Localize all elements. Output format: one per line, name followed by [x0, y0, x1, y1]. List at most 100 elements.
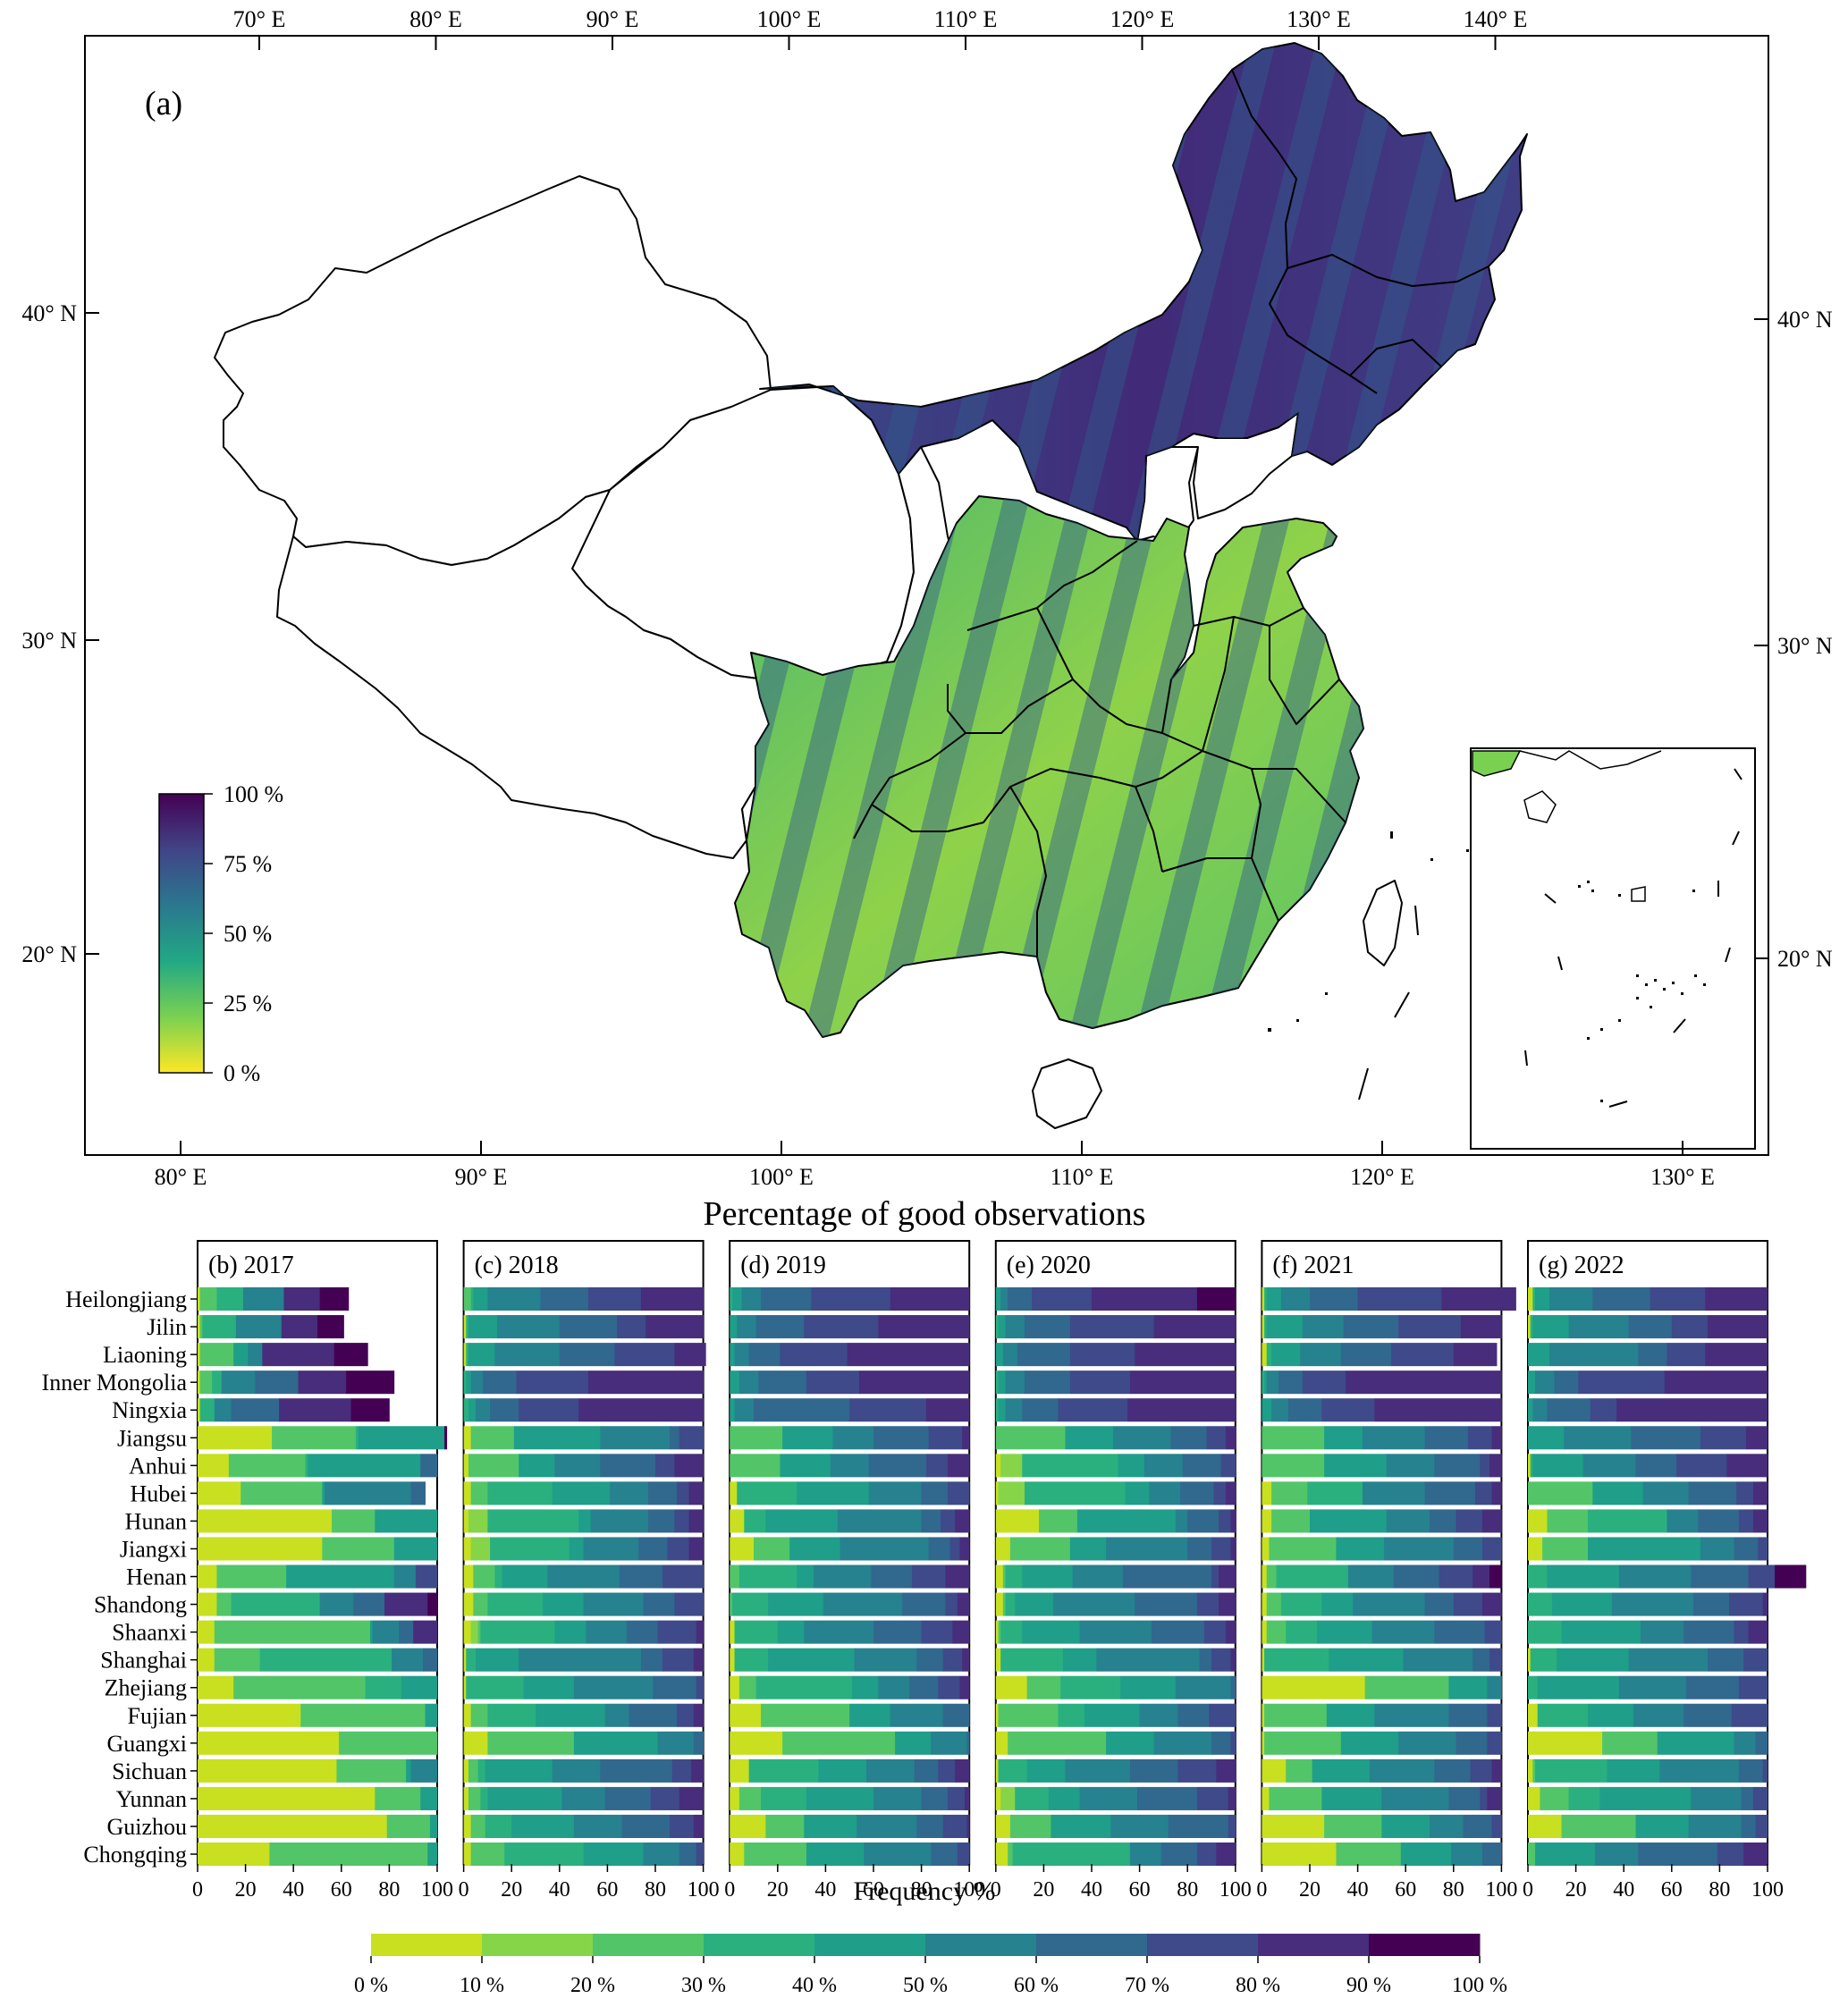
- bar-segment: [730, 1481, 738, 1505]
- bar-segment: [466, 1675, 524, 1699]
- bar-segment: [1472, 1564, 1490, 1589]
- bar-segment: [1705, 1287, 1768, 1311]
- bar-segment: [463, 1315, 467, 1339]
- bar-segment: [587, 1287, 642, 1311]
- bar-segment: [1762, 1758, 1768, 1783]
- bar-segment: [319, 1287, 350, 1311]
- bar-segment: [765, 1814, 805, 1838]
- bar-segment: [1324, 1454, 1388, 1478]
- bar-segment: [1528, 1370, 1536, 1395]
- bar-segment: [317, 1315, 344, 1339]
- bar-segment: [422, 1648, 438, 1672]
- bar-segment: [1448, 1675, 1488, 1699]
- bar-segment: [1635, 1454, 1677, 1478]
- bar-segment: [198, 1758, 337, 1783]
- bar-segment: [1060, 1675, 1121, 1699]
- bar-segment: [463, 1620, 472, 1644]
- bar-segment: [587, 1370, 704, 1395]
- bar-segment: [1280, 1592, 1322, 1616]
- bar-segment: [1340, 1731, 1399, 1755]
- bar-segment: [942, 1648, 963, 1672]
- bar-xtick-label: 80: [645, 1878, 666, 1902]
- bar-segment: [1136, 1786, 1198, 1810]
- bar-segment: [1616, 1398, 1768, 1422]
- bar-segment: [543, 1592, 584, 1616]
- bar-segment: [487, 1509, 579, 1533]
- bar-segment: [410, 1481, 426, 1505]
- bar-segment: [1700, 1426, 1747, 1450]
- bar-segment: [1371, 1620, 1435, 1644]
- bar-segment: [1557, 1648, 1629, 1672]
- bar-segment: [308, 1454, 421, 1478]
- bar-segment: [995, 1481, 999, 1505]
- bar-segment: [1032, 1287, 1093, 1311]
- bar-segment: [1219, 1564, 1236, 1589]
- top-tick-label: 70° E: [233, 6, 286, 32]
- bar-segment: [483, 1370, 517, 1395]
- bar-segment: [998, 1481, 1025, 1505]
- bar-segment: [216, 1287, 244, 1311]
- bar-segment: [962, 1648, 970, 1672]
- bar-segment: [198, 1343, 201, 1367]
- bar-segment: [1453, 1343, 1498, 1367]
- bar-segment: [1528, 1675, 1539, 1699]
- bar-segment: [995, 1675, 1028, 1699]
- bar-segment: [1528, 1592, 1553, 1616]
- bar-segment: [995, 1564, 1004, 1589]
- bar-segment: [1430, 1814, 1464, 1838]
- bar-segment: [468, 1343, 495, 1367]
- bar-segment: [470, 1370, 484, 1395]
- bar-segment: [1528, 1454, 1532, 1478]
- bar-segment: [1424, 1481, 1476, 1505]
- bar-segment: [677, 1703, 695, 1727]
- bar-xtick-label: 100: [1751, 1878, 1784, 1902]
- bar-segment: [1230, 1648, 1236, 1672]
- bar-segment: [1262, 1620, 1268, 1644]
- bar-segment: [1262, 1343, 1268, 1367]
- bar-segment: [1008, 1843, 1013, 1867]
- bar-segment: [1262, 1564, 1268, 1589]
- bar-segment: [754, 1537, 790, 1561]
- legend-swatch: [1258, 1934, 1370, 1956]
- bar-segment: [730, 1454, 781, 1478]
- bar-segment: [1269, 1786, 1322, 1810]
- bar-panels: (b) 2017 0 20 40 60 80 100 (c) 2018 0 20 40 60 80 100…: [192, 1240, 1807, 1902]
- bar-segment: [1547, 1564, 1620, 1589]
- bar-segment: [463, 1592, 474, 1616]
- bar-segment: [384, 1592, 428, 1616]
- bar-segment: [1347, 1564, 1395, 1589]
- bar-segment: [1592, 1287, 1651, 1311]
- bar-segment: [463, 1426, 472, 1450]
- bar-segment: [473, 1592, 488, 1616]
- bar-segment: [995, 1648, 1001, 1672]
- bar-segment: [1286, 1620, 1318, 1644]
- bar-segment: [806, 1786, 874, 1810]
- bar-segment: [1264, 1703, 1328, 1727]
- bar-segment: [1177, 1758, 1217, 1783]
- bar-segment: [1528, 1481, 1593, 1505]
- bar-segment: [1069, 1537, 1107, 1561]
- bar-segment: [487, 1287, 541, 1311]
- bar-segment: [468, 1758, 479, 1783]
- bar-segment: [995, 1370, 999, 1395]
- bar-xtick-label: 20: [767, 1878, 789, 1902]
- bar-segment: [1262, 1758, 1287, 1783]
- colorbar-tick-label: 75 %: [224, 851, 272, 877]
- bar-segment: [298, 1370, 347, 1395]
- bar-segment: [1262, 1843, 1337, 1867]
- south-china-sea-inset: [1470, 747, 1756, 1150]
- bar-segment: [995, 1426, 1066, 1450]
- bar-segment: [480, 1786, 488, 1810]
- bar-segment: [1667, 1343, 1706, 1367]
- bar-segment: [216, 1564, 287, 1589]
- bar-segment: [569, 1537, 584, 1561]
- bar-segment: [353, 1592, 385, 1616]
- bar-segment: [1266, 1592, 1282, 1616]
- bar-segment: [406, 1758, 411, 1783]
- bar-segment: [1618, 1675, 1687, 1699]
- bar-segment: [1528, 1758, 1533, 1783]
- bar-segment: [1481, 1843, 1502, 1867]
- bar-xtick-label: 80: [1709, 1878, 1730, 1902]
- bar-segment: [738, 1370, 759, 1395]
